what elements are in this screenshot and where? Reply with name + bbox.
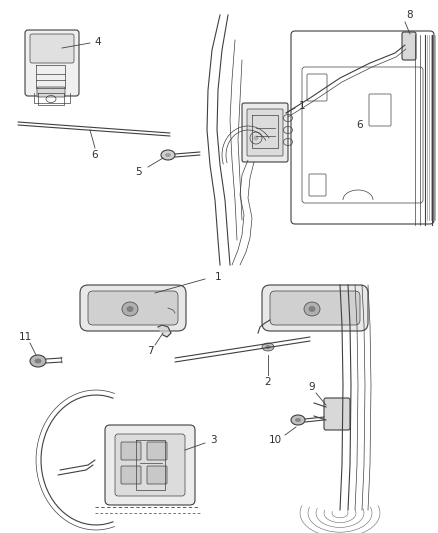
FancyBboxPatch shape — [147, 466, 167, 484]
Ellipse shape — [165, 153, 171, 157]
FancyBboxPatch shape — [80, 285, 186, 331]
Text: 7: 7 — [147, 346, 153, 356]
FancyBboxPatch shape — [121, 442, 141, 460]
Ellipse shape — [35, 359, 42, 364]
Ellipse shape — [295, 418, 301, 422]
FancyBboxPatch shape — [270, 291, 360, 325]
Text: 1: 1 — [299, 101, 305, 111]
Ellipse shape — [304, 302, 320, 316]
Ellipse shape — [308, 306, 315, 312]
Text: 6: 6 — [357, 120, 363, 130]
Ellipse shape — [265, 345, 271, 349]
FancyBboxPatch shape — [115, 434, 185, 496]
FancyBboxPatch shape — [247, 109, 283, 156]
FancyBboxPatch shape — [30, 34, 74, 63]
FancyBboxPatch shape — [105, 425, 195, 505]
FancyBboxPatch shape — [147, 442, 167, 460]
Text: 9: 9 — [309, 382, 315, 392]
Text: 8: 8 — [407, 10, 413, 20]
FancyBboxPatch shape — [402, 32, 416, 60]
Text: 10: 10 — [268, 435, 282, 445]
Text: 6: 6 — [92, 150, 98, 160]
Text: 4: 4 — [95, 37, 101, 47]
FancyBboxPatch shape — [88, 291, 178, 325]
Ellipse shape — [127, 306, 134, 312]
FancyBboxPatch shape — [262, 285, 368, 331]
FancyBboxPatch shape — [121, 466, 141, 484]
Ellipse shape — [30, 355, 46, 367]
Ellipse shape — [161, 150, 175, 160]
Text: 1: 1 — [215, 272, 221, 282]
Text: 2: 2 — [265, 377, 271, 387]
Text: 3: 3 — [210, 435, 216, 445]
FancyBboxPatch shape — [242, 103, 288, 162]
Ellipse shape — [122, 302, 138, 316]
Polygon shape — [158, 325, 171, 337]
FancyBboxPatch shape — [37, 87, 65, 97]
Text: 5: 5 — [135, 167, 141, 177]
FancyBboxPatch shape — [324, 398, 350, 430]
Text: 11: 11 — [18, 332, 32, 342]
Ellipse shape — [291, 415, 305, 425]
Ellipse shape — [262, 343, 274, 351]
FancyBboxPatch shape — [25, 30, 79, 96]
Ellipse shape — [254, 135, 258, 141]
